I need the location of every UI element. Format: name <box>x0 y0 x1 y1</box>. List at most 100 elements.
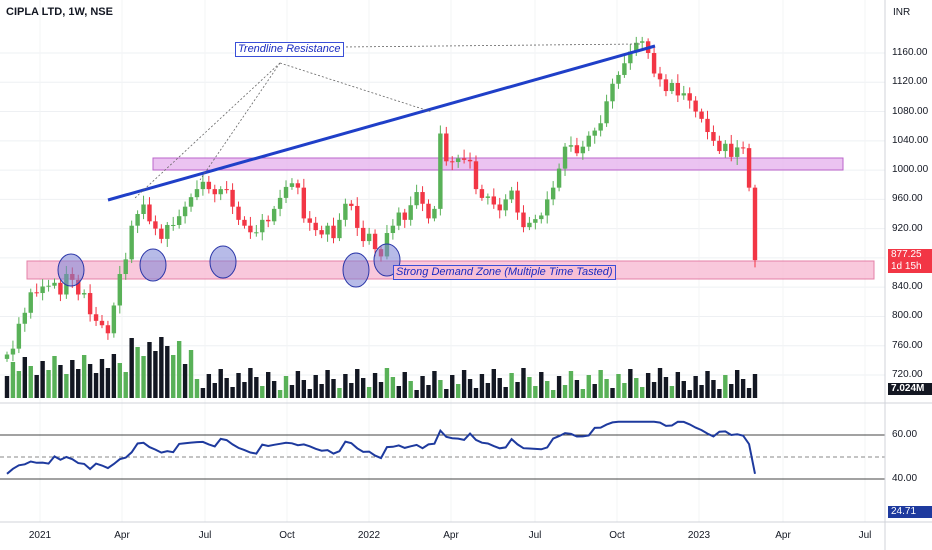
candle-body <box>396 212 402 226</box>
volume-bar <box>372 373 378 398</box>
volume-bar <box>224 378 229 398</box>
time-tick: Apr <box>114 530 130 541</box>
candle-body <box>746 148 752 188</box>
candle-body <box>301 187 307 219</box>
volume-bar <box>147 342 152 398</box>
volume-bar <box>117 363 122 398</box>
candle-body <box>634 42 639 52</box>
volume-bar <box>277 390 283 398</box>
volume-bar <box>87 364 93 398</box>
volume-bar <box>740 379 746 398</box>
candle-body <box>699 111 704 119</box>
volume-bar <box>640 387 645 398</box>
rsi-tick-60: 60.00 <box>892 429 918 440</box>
candle-body <box>337 219 342 239</box>
candle-body <box>236 206 241 220</box>
volume-bar <box>746 388 752 398</box>
candle-body <box>99 320 105 326</box>
price-tick: 960.00 <box>892 193 923 205</box>
candle-body <box>366 233 372 242</box>
volume-bar <box>10 362 16 398</box>
candle-body <box>182 206 188 217</box>
volume-bar <box>331 379 336 398</box>
candle-body <box>705 118 710 133</box>
candle-body <box>752 187 758 261</box>
candle-body <box>432 208 437 219</box>
touch-circle <box>57 253 85 287</box>
candle-body <box>218 189 223 195</box>
volume-bar <box>289 385 295 398</box>
volume-bar <box>705 371 710 398</box>
volume-bar <box>271 381 277 398</box>
volume-bar <box>396 386 402 398</box>
volume-bars <box>4 337 758 398</box>
time-tick: Oct <box>279 530 295 541</box>
volume-bar <box>295 371 301 398</box>
volume-bar <box>497 378 502 398</box>
volume-bar <box>260 386 265 398</box>
candle-body <box>461 158 467 160</box>
candle-body <box>616 74 621 84</box>
candle-body <box>200 181 206 190</box>
volume-bar <box>515 382 520 398</box>
volume-bar <box>438 380 443 398</box>
volume-bar <box>592 384 597 398</box>
volume-bar <box>319 384 324 398</box>
volume-bar <box>254 377 259 398</box>
volume-bar <box>574 380 580 398</box>
candle-body <box>76 279 81 295</box>
volume-bar <box>723 375 728 398</box>
price-badge-value: 877.25 <box>891 249 922 260</box>
candle-body <box>135 214 140 226</box>
candle-body <box>598 123 603 131</box>
volume-bar <box>598 370 603 398</box>
volume-bar <box>556 376 562 398</box>
volume-bar <box>545 381 550 398</box>
candle-body <box>467 159 473 162</box>
candle-body <box>171 224 176 226</box>
volume-bar <box>467 379 473 398</box>
volume-bar <box>248 368 253 398</box>
volume-bar <box>230 387 235 398</box>
volume-bar <box>491 369 496 398</box>
candle-body <box>46 285 51 287</box>
volume-bar <box>550 390 556 398</box>
candle-body <box>289 183 295 187</box>
candle-body <box>248 225 253 233</box>
candle-body <box>372 233 378 250</box>
rsi-panel <box>0 420 885 480</box>
volume-bar <box>40 361 45 398</box>
candle-body <box>230 189 235 207</box>
candle-body <box>521 212 526 228</box>
volume-bar <box>414 390 419 398</box>
volume-bar <box>212 383 217 398</box>
candle-body <box>319 230 324 235</box>
candle-body <box>313 222 318 231</box>
candle-body <box>444 133 449 162</box>
candles <box>4 36 758 362</box>
candle-body <box>687 93 692 101</box>
candle-body <box>497 204 502 211</box>
candle-body <box>402 212 407 220</box>
candle-body <box>16 323 22 349</box>
volume-bar <box>206 374 212 398</box>
candle-body <box>681 93 686 96</box>
candle-body <box>408 205 413 220</box>
volume-bar <box>22 357 28 398</box>
candle-body <box>640 41 645 43</box>
volume-bar <box>16 371 22 398</box>
time-tick: Apr <box>775 530 791 541</box>
volume-bar <box>657 368 663 398</box>
volume-bar <box>76 369 81 398</box>
volume-bar <box>634 378 639 398</box>
candle-body <box>628 51 633 64</box>
volume-bar <box>34 375 39 398</box>
time-tick: Apr <box>443 530 459 541</box>
candle-body <box>34 292 39 294</box>
symbol-title[interactable]: CIPLA LTD, 1W, NSE <box>6 6 113 18</box>
volume-bar <box>509 373 514 398</box>
volume-bar <box>58 365 63 398</box>
candle-body <box>360 227 366 242</box>
candle-body <box>331 225 336 239</box>
